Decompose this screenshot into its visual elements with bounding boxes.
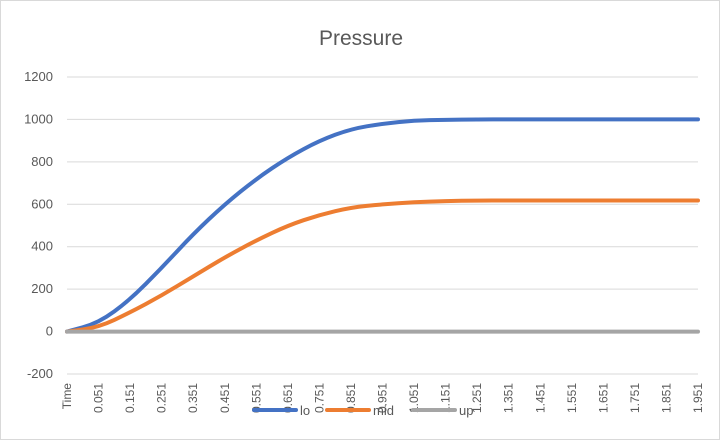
y-tick-label: 1200 xyxy=(24,69,53,84)
x-tick-label: 0.051 xyxy=(92,383,106,413)
series-line-mid xyxy=(65,198,700,334)
x-tick-label: 1.251 xyxy=(470,383,484,413)
x-tick-label: 1.051 xyxy=(407,383,421,413)
series-line-lo xyxy=(65,117,700,334)
x-tick-label: 0.551 xyxy=(249,383,263,413)
x-tick-label: 0.451 xyxy=(218,383,232,413)
x-tick-label: 1.451 xyxy=(533,383,547,413)
y-tick-label: 200 xyxy=(31,281,53,296)
x-tick-label: 0.851 xyxy=(344,383,358,413)
grid-layer xyxy=(67,76,698,375)
legend-up-label: up xyxy=(459,403,473,418)
x-axis: Time 0.051 0.151 0.251 0.351 0.451 0.551 0.651 0… xyxy=(60,383,705,413)
x-tick-label: 0.751 xyxy=(312,383,326,413)
x-tick-label: 1.851 xyxy=(659,383,673,413)
y-axis: 1200 1000 800 600 400 200 0 -200 xyxy=(24,69,53,381)
y-tick-label: 600 xyxy=(31,196,53,211)
x-tick-label: 0.651 xyxy=(281,383,295,413)
x-tick-label: 1.351 xyxy=(502,383,516,413)
x-tick-label: 1.151 xyxy=(439,383,453,413)
y-tick-label: -200 xyxy=(27,366,53,381)
y-tick-label: 400 xyxy=(31,239,53,254)
x-tick-label: 0.151 xyxy=(123,383,137,413)
x-tick-label: 1.651 xyxy=(596,383,610,413)
legend-lo-label: lo xyxy=(300,403,310,418)
legend-mid-label: mid xyxy=(373,403,394,418)
series-layer xyxy=(65,117,700,334)
x-tick-label: 1.951 xyxy=(691,383,705,413)
x-tick-label: 0.251 xyxy=(155,383,169,413)
y-tick-label: 1000 xyxy=(24,111,53,126)
x-tick-label: 0.351 xyxy=(186,383,200,413)
y-tick-label: 800 xyxy=(31,154,53,169)
chart-title: Pressure xyxy=(319,27,403,50)
x-tick-label: 0.951 xyxy=(376,383,390,413)
x-tick-label: 1.551 xyxy=(565,383,579,413)
y-tick-label: 0 xyxy=(46,324,53,339)
legend: lo mid up xyxy=(252,403,473,418)
x-tick-label: 1.751 xyxy=(628,383,642,413)
x-tick-label: Time xyxy=(60,383,74,410)
